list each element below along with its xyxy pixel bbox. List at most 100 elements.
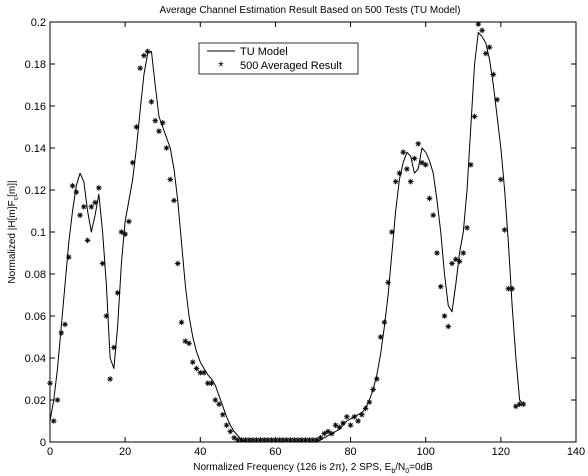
data-point-marker	[415, 141, 421, 147]
legend-swatch-marker: *	[218, 58, 224, 74]
data-point-marker	[520, 401, 527, 407]
y-tick-label: 0.16	[25, 101, 46, 113]
data-point-marker	[159, 120, 166, 126]
data-point-marker	[92, 199, 98, 206]
data-point-marker	[231, 435, 237, 441]
data-point-marker	[201, 369, 207, 376]
data-point-marker	[483, 50, 489, 57]
data-point-marker	[505, 285, 512, 292]
x-tick-label: 60	[269, 446, 281, 458]
data-point-marker	[501, 227, 508, 233]
data-point-marker	[389, 229, 395, 235]
data-point-marker	[171, 197, 177, 204]
data-point-marker	[298, 437, 305, 443]
y-tick-label: 0.1	[31, 227, 46, 239]
data-point-marker	[411, 155, 418, 162]
data-point-marker	[490, 71, 497, 78]
y-axis-ticks: 0 0.02 0.04 0.06 0.08 0.1 0.12 0.14 0.16 0.18 0.2	[25, 17, 576, 449]
data-point-marker	[385, 279, 391, 286]
data-point-marker	[182, 338, 189, 344]
data-point-marker	[174, 260, 181, 267]
data-point-marker	[148, 99, 155, 105]
data-point-marker	[437, 283, 444, 290]
data-point-marker	[430, 212, 437, 218]
data-point-marker	[107, 376, 113, 382]
data-point-marker	[118, 229, 125, 235]
data-point-marker	[317, 435, 324, 441]
x-tick-label: 120	[492, 446, 510, 458]
data-point-marker	[445, 323, 452, 330]
y-tick-label: 0.02	[25, 395, 46, 407]
data-point-marker	[84, 237, 91, 244]
data-point-marker	[156, 128, 162, 134]
data-point-marker	[208, 380, 215, 386]
y-tick-label: 0.14	[25, 143, 46, 155]
plot-frame	[49, 21, 577, 443]
y-tick-label: 0.18	[25, 59, 46, 71]
data-point-marker	[129, 159, 136, 166]
data-point-marker	[122, 231, 128, 237]
data-point-marker	[422, 162, 429, 168]
data-point-marker	[313, 437, 320, 443]
data-point-marker	[54, 397, 61, 403]
data-point-marker	[404, 166, 410, 172]
data-point-marker	[114, 290, 121, 296]
data-point-marker	[193, 365, 200, 372]
data-point-marker	[456, 258, 463, 265]
x-tick-label: 140	[567, 446, 585, 458]
data-point-marker	[133, 124, 140, 130]
data-point-marker	[280, 437, 286, 443]
legend-box	[198, 42, 359, 75]
data-point-marker	[65, 254, 72, 260]
data-point-marker	[359, 411, 365, 418]
data-point-marker	[351, 414, 358, 420]
data-point-marker	[336, 424, 343, 431]
y-tick-label: 0.06	[25, 311, 46, 323]
data-point-marker	[355, 418, 361, 424]
data-point-marker	[227, 428, 234, 435]
chart-title: Average Channel Estimation Result Based …	[160, 5, 461, 16]
data-point-marker	[291, 437, 298, 443]
legend-label-averaged: 500 Averaged Result	[240, 60, 342, 72]
data-point-marker	[178, 319, 185, 326]
data-point-marker	[235, 437, 241, 443]
y-tick-label: 0.2	[31, 17, 46, 29]
data-point-marker	[103, 313, 110, 319]
data-point-marker	[141, 52, 147, 59]
y-tick-label: 0.04	[25, 353, 46, 365]
data-point-marker	[137, 65, 143, 71]
data-point-marker	[99, 260, 106, 267]
y-tick-label: 0.08	[25, 269, 46, 281]
series-averaged-result	[47, 21, 527, 443]
data-point-marker	[272, 437, 279, 443]
data-point-marker	[407, 178, 414, 185]
data-point-marker	[321, 430, 328, 437]
data-point-marker	[479, 27, 485, 34]
data-point-marker	[77, 212, 83, 218]
data-point-marker	[47, 380, 53, 386]
data-point-marker	[494, 96, 500, 103]
data-point-marker	[220, 411, 226, 418]
data-point-marker	[328, 430, 335, 437]
data-point-marker	[144, 48, 151, 55]
data-point-marker	[163, 145, 170, 151]
x-tick-label: 20	[119, 446, 131, 458]
data-point-marker	[62, 321, 68, 328]
data-point-marker	[212, 397, 219, 403]
data-point-marker	[216, 401, 222, 407]
data-point-marker	[392, 178, 399, 185]
data-point-marker	[347, 422, 354, 428]
data-point-marker	[452, 256, 459, 263]
data-point-marker	[167, 176, 174, 183]
data-point-marker	[366, 399, 373, 405]
data-point-marker	[426, 195, 433, 202]
data-point-marker	[186, 340, 192, 347]
data-point-marker	[88, 204, 95, 210]
data-point-marker	[464, 225, 470, 231]
x-tick-label: 80	[344, 446, 356, 458]
data-point-marker	[205, 380, 211, 386]
data-point-marker	[302, 437, 309, 443]
x-tick-label: 0	[47, 446, 53, 458]
data-point-marker	[189, 359, 196, 365]
